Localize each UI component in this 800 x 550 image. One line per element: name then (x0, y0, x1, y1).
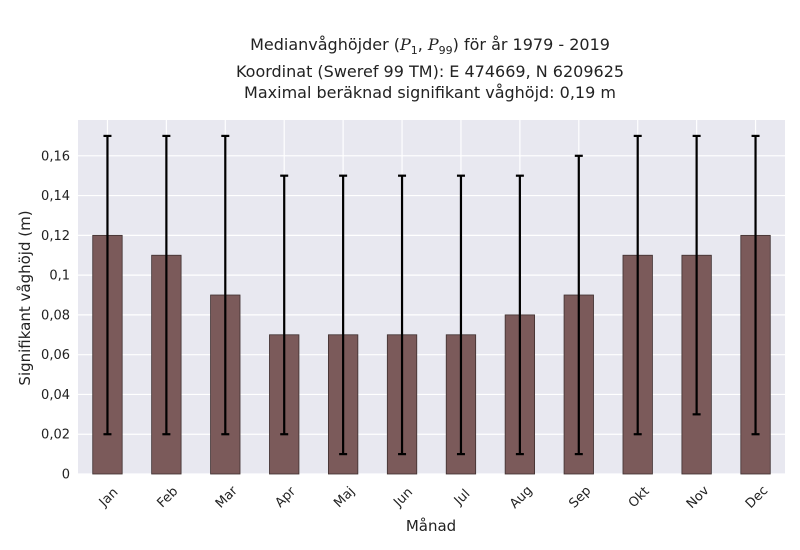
x-tick-label: Feb (154, 484, 181, 511)
x-tick-label: Okt (626, 484, 653, 511)
x-tick-label: Jul (451, 487, 473, 509)
x-tick-label: Maj (331, 484, 358, 511)
y-tick-label: 0,06 (41, 348, 70, 363)
x-tick-label: Sep (566, 484, 594, 512)
x-tick-label: Apr (272, 484, 299, 511)
error-bar-apr (280, 174, 289, 436)
x-axis-label: Månad (406, 517, 456, 535)
x-tick-label: Mar (213, 483, 241, 511)
chart-title-line-3: Maximal beräknad signifikant våghöjd: 0,… (244, 83, 616, 103)
plot-area (78, 120, 785, 474)
error-bar-nov (692, 134, 701, 416)
y-tick-label: 0,1 (49, 269, 70, 284)
error-bar-jan (103, 134, 112, 436)
x-tick-label: Jan (96, 485, 121, 510)
chart-title-line-1: Medianvåghöjder (P1, P99) för år 1979 - … (250, 35, 610, 58)
y-tick-labels: 0 0,02 0,04 0,06 0,08 0,1 0,12 0,14 0,16 (41, 149, 70, 482)
error-bar-aug (515, 174, 524, 456)
error-bar-maj (339, 174, 348, 456)
error-bar-mar (221, 134, 230, 436)
y-tick-label: 0,08 (41, 308, 70, 323)
x-tick-label: Aug (507, 483, 536, 512)
error-bar-okt (633, 134, 642, 436)
error-bar-jul (456, 174, 465, 456)
error-bar-jun (398, 174, 407, 456)
error-bar-sep (574, 154, 583, 456)
x-tick-label: Dec (743, 483, 771, 511)
x-tick-label: Jun (390, 485, 416, 511)
chart-title-line-2: Koordinat (Sweref 99 TM): E 474669, N 62… (235, 62, 625, 82)
y-tick-label: 0,14 (41, 189, 70, 204)
x-tick-labels: Jan Feb Mar Apr Maj Jun Jul Aug Sep Okt Nov Dec (96, 483, 771, 512)
y-axis-label: Signifikant våghöjd (m) (16, 210, 34, 385)
error-bar-feb (162, 134, 171, 436)
chart-title: Medianvåghöjder (P1, P99) för år 1979 - … (30, 34, 800, 103)
y-tick-label: 0,12 (41, 229, 70, 244)
y-tick-label: 0,16 (41, 149, 70, 164)
y-tick-label: 0,02 (41, 428, 70, 443)
y-tick-label: 0 (62, 468, 70, 483)
error-bars (103, 134, 760, 456)
x-tick-label: Nov (684, 483, 713, 512)
error-bar-dec (751, 134, 760, 436)
y-tick-label: 0,04 (41, 388, 70, 403)
